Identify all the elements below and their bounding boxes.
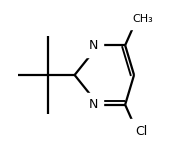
Text: N: N xyxy=(88,98,98,111)
Text: Cl: Cl xyxy=(135,125,148,138)
Text: N: N xyxy=(88,39,98,52)
Text: CH₃: CH₃ xyxy=(133,14,153,24)
